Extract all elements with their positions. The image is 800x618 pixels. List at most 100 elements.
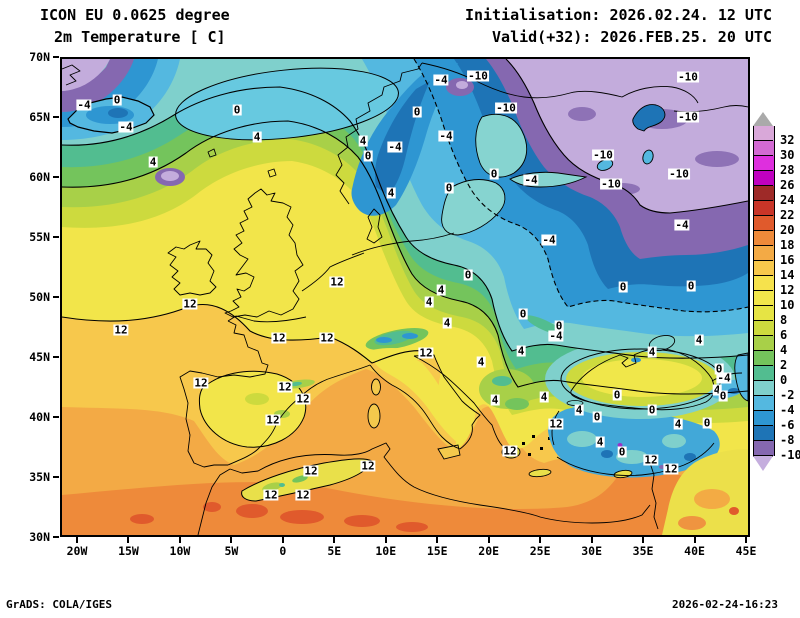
colorbar-tick-label: -4 [780,403,795,417]
colorbar-tick-mark [753,305,773,307]
contour-label: 4 [595,435,605,449]
colorbar-tick-label: 18 [780,238,795,252]
contour-label: 12 [643,453,659,467]
lat-tick-mark [53,116,59,118]
contour-label: 4 [539,390,549,404]
lat-tick-mark [53,236,59,238]
colorbar-segment [753,396,775,411]
zero-contour-oval [175,67,399,141]
contour-label: 4 [148,155,158,169]
colorbar-tick-label: 4 [780,343,788,357]
contour-label: 0 [686,279,696,293]
colorbar-tick-mark [753,335,773,337]
colorbar-tick-mark [753,230,773,232]
lon-tick-mark [178,537,181,543]
lat-tick-label: 70N [29,50,50,64]
colorbar-segment [753,366,775,381]
initialisation-time: Initialisation: 2026.02.24. 12 UTC [464,6,772,24]
lat-tick-mark [53,356,59,358]
colorbar-tick-mark [753,155,773,157]
lon-tick-label: 40E [684,544,705,558]
colorbar-tick-mark [753,200,773,202]
contour-label: 4 [442,316,452,330]
colorbar-segment [753,156,775,171]
colorbar-tick-mark [753,350,773,352]
colorbar-segment [753,231,775,246]
lon-tick-mark [590,537,593,543]
contour-labels-layer: -4 0 -4 4 0 4 4 -4 0 4 12 -4 -10 -10 -10 -10 0 -4 -10 -10 -1… [62,59,748,535]
lon-tick-label: 5E [327,544,342,558]
contour-label: -4 [118,120,134,134]
colorbar-tick-mark [753,380,773,382]
lon-tick-mark [333,537,336,543]
contour-label: 0 [363,149,373,163]
colorbar-segment [753,246,775,261]
contour-label: 4 [673,417,683,431]
colorbar-tick-mark [753,410,773,412]
lon-tick-mark [230,537,233,543]
colorbar-tick-label: -6 [780,418,795,432]
colorbar-tick-mark [753,365,773,367]
contour-label: 0 [463,268,473,282]
lat-tick-label: 40N [29,410,50,424]
lon-tick-mark [384,537,387,543]
colorbar-tick-label: 8 [780,313,788,327]
contour-label: 12 [113,323,129,337]
valid-time: Valid(+32): 2026.FEB.25. 20 UTC [492,28,772,46]
contour-label: 12 [277,380,293,394]
lon-tick-mark [487,537,490,543]
contour-label: -10 [592,148,614,162]
contour-label: 4 [574,403,584,417]
contour-label: -4 [76,98,92,112]
colorbar-segment [753,201,775,216]
contour-label: -4 [523,173,539,187]
colorbar-segment [753,291,775,306]
hot-spots [130,502,428,532]
colorbar-tick-mark [753,245,773,247]
contour-label: -10 [677,70,699,84]
lat-tick-label: 65N [29,110,50,124]
contour-label: -4 [438,129,454,143]
contour-label: 4 [712,383,722,397]
colorbar-bottom-arrow [753,456,773,471]
contour-label: 0 [489,167,499,181]
colorbar-tick-mark [753,275,773,277]
lon-tick-mark [642,537,645,543]
grads-stamp: GrADS: COLA/IGES [6,598,112,611]
contour-label: -10 [668,167,690,181]
contour-label: 12 [193,376,209,390]
contour-label: 12 [295,488,311,502]
page-subtitle: 2m Temperature [ C] [54,28,226,46]
colorbar-tick-label: 10 [780,298,795,312]
creation-timestamp: 2026-02-24-16:23 [672,598,778,611]
contour-label: 12 [502,444,518,458]
colorbar-segment [753,351,775,366]
contour-label: 12 [265,413,281,427]
page-title: ICON EU 0.0625 degree [40,6,230,24]
colorbar-tick-label: 6 [780,328,788,342]
contour-label: 4 [647,345,657,359]
lon-tick-mark [436,537,439,543]
colorbar-tick-label: -10 [780,448,800,462]
contour-label: 12 [271,331,287,345]
lat-tick-label: 50N [29,290,50,304]
colorbar-segment [753,186,775,201]
contour-label: 4 [516,344,526,358]
colorbar-tick-label: 20 [780,223,795,237]
lon-tick-label: 5W [224,544,239,558]
lon-tick-mark [281,537,284,543]
lat-tick-label: 30N [29,530,50,544]
contour-label: 4 [358,134,368,148]
contour-label: -4 [541,233,557,247]
contour-label: 12 [329,275,345,289]
colorbar-tick-label: 0 [780,373,788,387]
colorbar-tick-mark [753,425,773,427]
contour-label: 4 [694,333,704,347]
lon-tick-mark [539,537,542,543]
lat-tick-mark [53,56,59,58]
colorbar-segment [753,306,775,321]
contour-label: 12 [548,417,564,431]
lon-tick-label: 25E [529,544,551,558]
colorbar-segment [753,411,775,426]
